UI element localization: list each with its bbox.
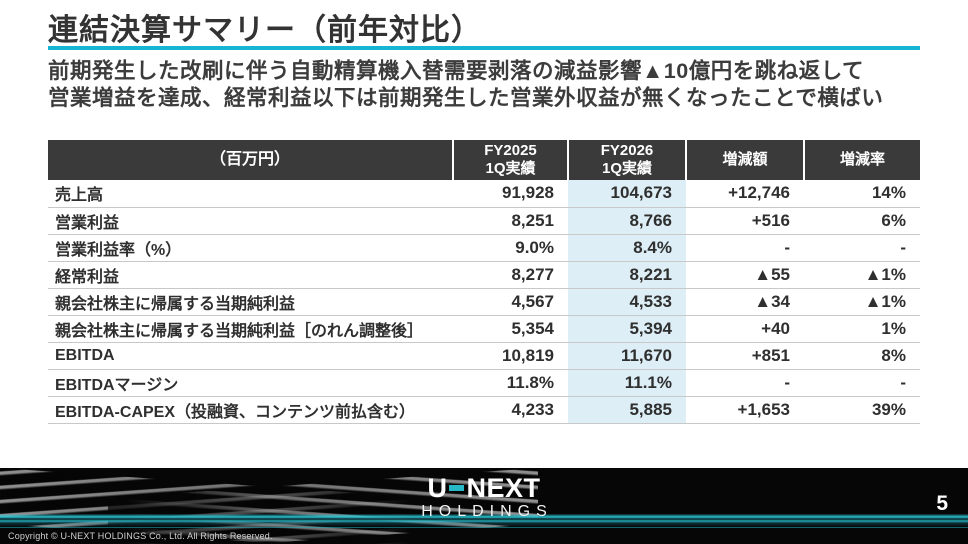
fy2026-value: 8.4% <box>568 234 686 262</box>
rate-value: - <box>804 234 920 262</box>
key-message-line-1: 前期発生した改刷に伴う自動精算機入替需要剥落の減益影響▲10億円を跳ね返して <box>48 59 865 83</box>
page-number: 5 <box>936 492 948 515</box>
fy2025-value: 9.0% <box>453 234 568 262</box>
header-fy2025-line1: FY2025 <box>484 142 537 159</box>
financial-summary-table: （百万円） FY2025 1Q実績 FY2026 1Q実績 増減額 増減率 売上… <box>48 140 920 424</box>
table-row: 親会社株主に帰属する当期純利益 4,567 4,533 ▲34 ▲1% <box>48 288 920 316</box>
logo-dash-icon <box>449 484 465 491</box>
rate-value: 39% <box>804 396 920 424</box>
fy2025-value: 11.8% <box>453 369 568 397</box>
fy2025-value: 8,277 <box>453 261 568 289</box>
header-change: 増減額 <box>685 140 804 180</box>
table-row: EBITDAマージン 11.8% 11.1% - - <box>48 369 920 397</box>
fy2025-value: 8,251 <box>453 207 568 235</box>
row-label: 親会社株主に帰属する当期純利益［のれん調整後］ <box>48 315 453 343</box>
fy2026-value: 8,221 <box>568 261 686 289</box>
copyright-text: Copyright © U-NEXT HOLDINGS Co., Ltd. Al… <box>8 531 273 541</box>
logo-wordmark: U NEXT <box>0 474 968 502</box>
header-fy2025: FY2025 1Q実績 <box>452 140 568 180</box>
key-message: 前期発生した改刷に伴う自動精算機入替需要剥落の減益影響▲10億円を跳ね返して 営… <box>48 58 948 112</box>
fy2026-value: 104,673 <box>568 180 686 208</box>
row-label: EBITDA-CAPEX（投融資、コンテンツ前払含む） <box>48 396 453 424</box>
fy2026-value: 4,533 <box>568 288 686 316</box>
rate-value: ▲1% <box>804 261 920 289</box>
fy2026-value: 8,766 <box>568 207 686 235</box>
logo-part2: NEXT <box>466 473 541 503</box>
logo-subtitle: HOLDINGS <box>421 503 553 520</box>
header-fy2026-line2: 1Q実績 <box>601 160 652 177</box>
fy2026-value: 5,394 <box>568 315 686 343</box>
row-label: EBITDAマージン <box>48 369 453 397</box>
rate-value: 1% <box>804 315 920 343</box>
rate-value: - <box>804 369 920 397</box>
teal-stripe-decoration <box>0 514 968 527</box>
header-rate: 増減率 <box>803 140 920 180</box>
fy2025-value: 5,354 <box>453 315 568 343</box>
key-message-line-2: 営業増益を達成、経常利益以下は前期発生した営業外収益が無くなったことで横ばい <box>48 86 884 110</box>
rate-value: ▲1% <box>804 288 920 316</box>
header-unit: （百万円） <box>48 140 453 180</box>
fy2025-value: 4,567 <box>453 288 568 316</box>
change-value: ▲34 <box>686 288 804 316</box>
rate-value: 14% <box>804 180 920 208</box>
row-label: 売上高 <box>48 180 453 208</box>
row-label: 経常利益 <box>48 261 453 289</box>
header-fy2026-line1: FY2026 <box>600 142 654 159</box>
header-fy2026: FY2026 1Q実績 <box>567 140 686 180</box>
table-row: 経常利益 8,277 8,221 ▲55 ▲1% <box>48 261 920 289</box>
row-label: EBITDA <box>48 342 453 370</box>
rate-value: 6% <box>804 207 920 235</box>
change-value: +516 <box>686 207 804 235</box>
unext-holdings-logo: U NEXT HOLDINGS <box>0 474 968 522</box>
change-value: - <box>686 234 804 262</box>
row-label: 営業利益 <box>48 207 453 235</box>
table-row: 営業利益 8,251 8,766 +516 6% <box>48 207 920 235</box>
fy2025-value: 10,819 <box>453 342 568 370</box>
rate-value: 8% <box>804 342 920 370</box>
table-row: 売上高 91,928 104,673 +12,746 14% <box>48 180 920 208</box>
change-value: ▲55 <box>686 261 804 289</box>
change-value: +40 <box>686 315 804 343</box>
fy2026-value: 11.1% <box>568 369 686 397</box>
fy2026-value: 11,670 <box>568 342 686 370</box>
header-fy2025-line2: 1Q実績 <box>485 160 536 177</box>
table-row: 親会社株主に帰属する当期純利益［のれん調整後］ 5,354 5,394 +40 … <box>48 315 920 343</box>
row-label: 親会社株主に帰属する当期純利益 <box>48 288 453 316</box>
title-accent-underline <box>48 46 920 50</box>
table-header-row: （百万円） FY2025 1Q実績 FY2026 1Q実績 増減額 増減率 <box>48 140 920 180</box>
table-row: EBITDA-CAPEX（投融資、コンテンツ前払含む） 4,233 5,885 … <box>48 396 920 424</box>
change-value: +851 <box>686 342 804 370</box>
logo-part1: U <box>427 473 448 503</box>
teal-thin-line-decoration <box>0 527 968 528</box>
change-value: +12,746 <box>686 180 804 208</box>
row-label: 営業利益率（%） <box>48 234 453 262</box>
table-row: 営業利益率（%） 9.0% 8.4% - - <box>48 234 920 262</box>
fy2025-value: 91,928 <box>453 180 568 208</box>
fy2026-value: 5,885 <box>568 396 686 424</box>
page-title: 連結決算サマリー（前年対比） <box>48 14 482 47</box>
footer-banner: U NEXT HOLDINGS 5 Copyright © U-NEXT HOLD… <box>0 468 968 544</box>
change-value: - <box>686 369 804 397</box>
fy2025-value: 4,233 <box>453 396 568 424</box>
change-value: +1,653 <box>686 396 804 424</box>
table-row: EBITDA 10,819 11,670 +851 8% <box>48 342 920 370</box>
